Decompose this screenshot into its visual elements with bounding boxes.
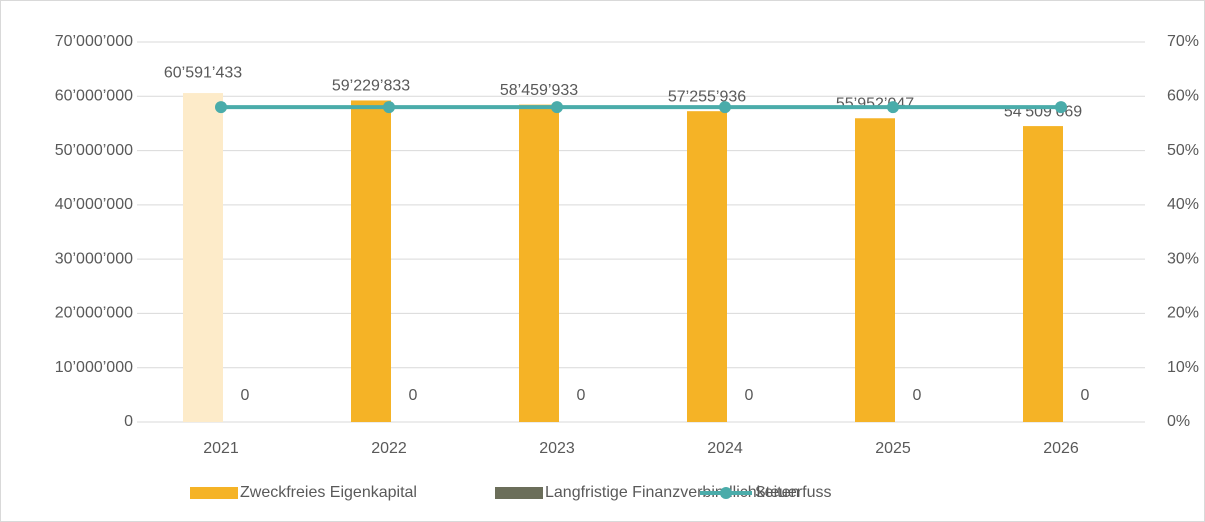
legend-swatch [720, 487, 732, 499]
y2-tick-label: 50% [1167, 142, 1199, 159]
y-tick-label: 10’000’000 [55, 359, 133, 376]
bar [351, 100, 391, 423]
data-label: 57’255’936 [668, 88, 746, 105]
x-tick-label: 2022 [371, 440, 407, 457]
y-tick-label: 70’000’000 [55, 33, 133, 50]
bar [1023, 126, 1063, 423]
x-tick-label: 2021 [203, 440, 239, 457]
legend-label: Zweckfreies Eigenkapital [240, 484, 417, 501]
y-tick-label: 30’000’000 [55, 250, 133, 267]
bar [687, 111, 727, 422]
line-marker [383, 101, 395, 114]
y2-tick-label: 10% [1167, 359, 1199, 376]
line-marker [551, 101, 563, 114]
bar [855, 118, 895, 422]
y2-tick-label: 70% [1167, 33, 1199, 50]
y2-tick-label: 0% [1167, 413, 1190, 430]
data-label: 58’459’933 [500, 82, 578, 99]
y-tick-label: 40’000’000 [55, 196, 133, 213]
y2-tick-label: 30% [1167, 250, 1199, 267]
y2-tick-label: 40% [1167, 196, 1199, 213]
line-marker [719, 101, 731, 114]
legend-swatch [495, 487, 543, 499]
y2-tick-label: 20% [1167, 305, 1199, 322]
legend-label: Steuerfuss [755, 484, 831, 501]
x-tick-label: 2026 [1043, 440, 1079, 457]
data-label: 60’591’433 [164, 64, 242, 81]
x-tick-label: 2025 [875, 440, 911, 457]
bar [519, 104, 559, 422]
data-label: 55’952’047 [836, 95, 914, 112]
line-marker [887, 101, 899, 114]
data-label: 59’229’833 [332, 78, 410, 95]
data-label: 0 [745, 387, 754, 404]
x-tick-label: 2024 [707, 440, 743, 457]
bar [183, 93, 223, 423]
y-tick-label: 50’000’000 [55, 142, 133, 159]
legend-swatch [190, 487, 238, 499]
y2-tick-label: 60% [1167, 88, 1199, 105]
data-label: 0 [241, 387, 250, 404]
data-label: 0 [913, 387, 922, 404]
data-label: 0 [1081, 387, 1090, 404]
y-tick-label: 20’000’000 [55, 305, 133, 322]
legend-label: Langfristige Finanzverbindlichkeiten [545, 484, 799, 501]
y-tick-label: 0 [124, 413, 133, 430]
line-marker [1055, 101, 1067, 114]
x-tick-label: 2023 [539, 440, 575, 457]
data-label: 0 [577, 387, 586, 404]
y-tick-label: 60’000’000 [55, 88, 133, 105]
line-marker [215, 101, 227, 114]
data-label: 0 [409, 387, 418, 404]
